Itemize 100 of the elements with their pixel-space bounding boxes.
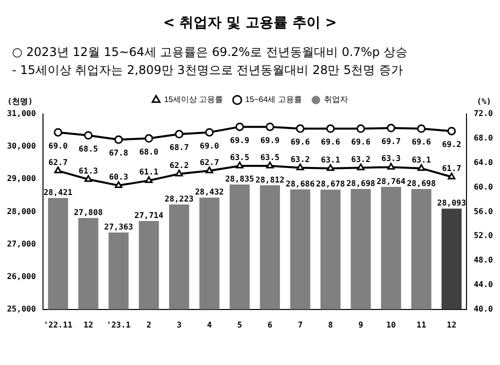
y-tick-label: 27,000 [6,239,36,248]
point [144,134,154,143]
data-label: 67.8 [108,148,128,158]
y2-tick-label: 64.0 [474,158,494,167]
x-tick-label: 5 [237,320,242,330]
data-label: 68.5 [78,144,98,154]
point [206,166,214,174]
point [387,162,395,170]
data-label: 69.6 [351,138,371,147]
x-tick-label: 12 [446,320,457,330]
data-label: 28,093 [437,198,466,208]
data-label: 62.7 [48,158,68,167]
data-label: 69.6 [320,138,340,147]
point [418,164,426,171]
point [356,124,366,133]
data-label: 69.7 [381,137,401,146]
x-tick-label: 9 [358,320,364,330]
data-label: 62.7 [200,158,220,167]
point [448,172,456,180]
data-label: 63.3 [381,154,401,164]
x-tick-label: '23.1 [106,320,131,330]
y2-tick-label: 56.0 [474,206,494,216]
x-tick-label: 12 [83,320,94,330]
data-label: 28,812 [256,175,285,184]
point [447,126,456,136]
y2-tick-label: 48.0 [474,256,494,265]
text: - 15세이상 취업자는 2,809만 3천명으로 전년동월대비 28만 5천명 증가 [12,62,404,79]
point [54,128,62,137]
x-tick-label: 11 [416,320,426,330]
data-label: 69.9 [230,136,250,145]
point [175,170,183,176]
y2-tick-label: 72.0 [474,109,494,118]
y-tick-label: 28,000 [6,206,36,216]
chart-title: < 취업자 및 고용률 추이 > [162,14,338,33]
data-label: 28,432 [194,188,224,197]
point [114,135,123,144]
legend-label: 취업자 [324,95,348,104]
point [326,164,334,171]
data-label: 63.5 [260,152,280,162]
point [326,124,335,133]
x-tick-label: 2 [146,320,152,330]
y2-tick-label: 68.0 [474,134,494,143]
x-tick-label: 7 [298,320,303,330]
data-label: 68.7 [170,143,189,152]
point [84,175,92,182]
data-label: 63.1 [412,155,432,164]
data-label: 69.6 [290,138,310,147]
point [356,163,365,170]
data-label: 61.7 [442,164,462,173]
data-label: 28,835 [225,174,254,184]
point [54,166,62,174]
x-tick-label: 6 [268,320,273,330]
data-label: 27,808 [74,208,103,218]
data-label: 28,698 [406,179,436,188]
data-label: 63.5 [230,152,250,162]
data-label: 28,764 [376,176,406,186]
y2-axis-title: (%) [476,97,492,106]
data-label: 69.0 [200,141,220,150]
x-tick-label: 3 [176,320,182,330]
data-label: 68.0 [139,148,159,157]
y-tick-label: 30,000 [6,142,36,151]
y2-tick-label: 40.0 [474,304,494,314]
point [114,181,122,188]
y-tick-label: 25,000 [6,304,36,314]
legend-label: 15~64세 고용률 [245,95,302,104]
point [266,122,274,132]
point [417,124,426,133]
point [236,162,244,168]
y2-tick-label: 52.0 [474,231,494,240]
data-label: 61.1 [139,168,159,177]
data-label: 62.2 [170,160,189,170]
data-label: 28,686 [286,179,315,188]
x-tick-label: '22.11 [44,320,73,330]
point [235,122,244,132]
point [266,162,274,168]
point [174,130,184,138]
x-tick-label: 4 [206,320,212,330]
data-label: 69.0 [48,141,68,150]
data-label: 61.3 [78,166,98,176]
x-tick-label: 8 [328,320,334,330]
point [84,131,93,140]
data-label: 60.3 [108,172,128,182]
point [145,176,153,184]
data-label: 69.9 [260,136,280,145]
data-label: 69.2 [442,140,462,150]
y-tick-label: 26,000 [6,272,36,281]
y2-tick-label: 44.0 [474,280,494,290]
chart-subtitle: ○ 2023년 12월 15~64세 고용률은 69.2%로 전년동월대비 0.7%p 상승 [12,44,409,61]
data-label: 63.2 [351,154,371,164]
y2-tick-label: 60.0 [474,182,494,192]
legend-label: 15세이상 고용률 [164,95,224,104]
point [386,124,396,132]
y-tick-label: 29,000 [6,174,36,184]
data-label: 28,698 [346,179,376,188]
data-label: 28,421 [44,188,73,198]
y-axis-title: (천명) [7,97,33,106]
point [296,124,304,133]
y-tick-label: 31,000 [6,109,36,118]
point [296,163,304,170]
x-tick-label: 10 [386,320,396,330]
